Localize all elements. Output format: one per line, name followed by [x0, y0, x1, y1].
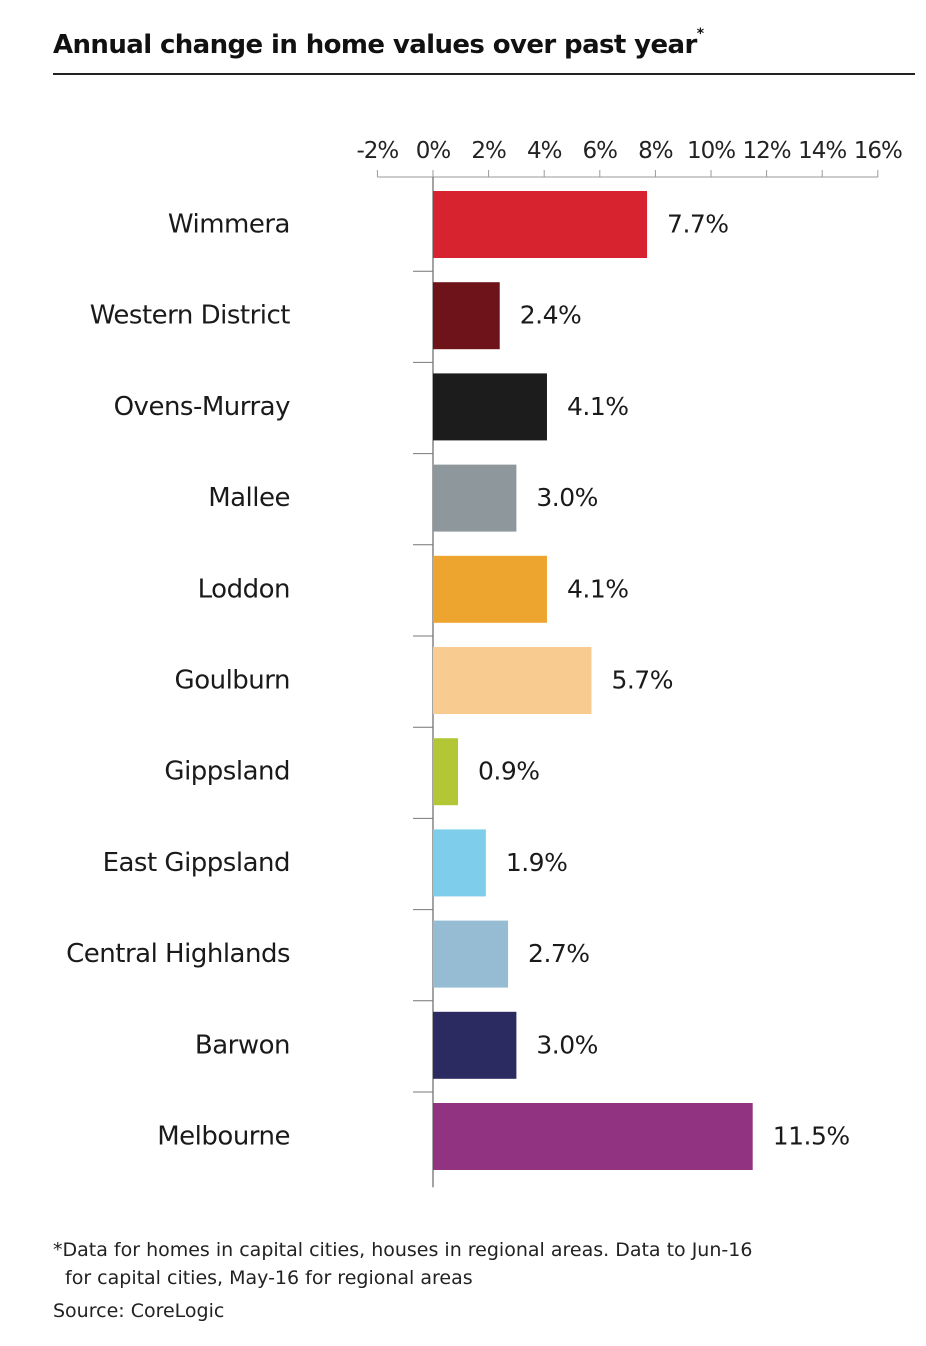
x-tick-label: 14%	[798, 138, 846, 164]
category-label: Gippsland	[164, 757, 290, 787]
bar-value-label: 2.7%	[528, 939, 590, 968]
footnote: *Data for homes in capital cities, house…	[53, 1236, 752, 1292]
bar	[433, 282, 500, 350]
bar-value-label: 2.4%	[520, 301, 582, 330]
bar-value-label: 3.0%	[536, 483, 598, 512]
x-tick-label: -2%	[357, 138, 399, 164]
category-labels: Wimmera 7.7% Western District 2.4% Ovens-Mur…	[66, 210, 850, 1152]
category-label: East Gippsland	[103, 848, 290, 878]
bar-value-label: 11.5%	[773, 1122, 850, 1151]
category-label: Wimmera	[168, 210, 290, 240]
bar	[433, 555, 547, 623]
bar	[433, 1011, 517, 1079]
chart-title: Annual change in home values over past y…	[53, 26, 704, 60]
x-tick-label: 12%	[743, 138, 791, 164]
x-tick-label: 4%	[527, 138, 562, 164]
category-label: Ovens-Murray	[114, 392, 291, 422]
bar-value-label: 4.1%	[567, 574, 629, 603]
x-tick-label: 0%	[416, 138, 451, 164]
category-label: Central Highlands	[66, 939, 290, 969]
bar	[433, 647, 592, 714]
x-tick-label: 10%	[687, 138, 735, 164]
x-tick-label: 8%	[638, 138, 673, 164]
bar-value-label: 4.1%	[567, 392, 629, 421]
title-footnote-marker: *	[696, 26, 704, 42]
footnote-marker: *	[53, 1239, 63, 1261]
bar-value-label: 1.9%	[506, 848, 568, 877]
footnote-line-1: Data for homes in capital cities, houses…	[62, 1239, 753, 1261]
bar	[433, 738, 459, 806]
category-label: Barwon	[195, 1030, 290, 1060]
x-tick-label: 6%	[583, 138, 618, 164]
bar	[433, 373, 547, 441]
bars	[433, 191, 753, 1170]
bar-value-label: 5.7%	[611, 666, 673, 695]
bar-value-label: 0.9%	[478, 757, 540, 786]
category-label: Western District	[90, 301, 291, 331]
x-tick-label: 2%	[471, 138, 506, 164]
title-rule	[53, 73, 915, 75]
bar-value-label: 7.7%	[667, 210, 729, 239]
category-label: Melbourne	[157, 1122, 290, 1152]
bar	[433, 191, 648, 258]
category-label: Loddon	[198, 574, 290, 604]
x-tick-label: 16%	[854, 138, 902, 164]
footnote-line-2: for capital cities, May-16 for regional …	[65, 1267, 473, 1289]
bar-chart: -2% 0% 2% 4% 6% 8% 10% 12% 14% 16% Wimmera 7.7% Wes…	[66, 138, 903, 1188]
bar-value-label: 3.0%	[536, 1030, 598, 1059]
category-label: Mallee	[208, 483, 290, 513]
bar	[433, 920, 509, 988]
bar	[433, 829, 486, 897]
category-label: Goulburn	[175, 666, 290, 696]
bar	[433, 1103, 753, 1170]
source-note: Source: CoreLogic	[53, 1300, 225, 1322]
bar	[433, 464, 517, 532]
